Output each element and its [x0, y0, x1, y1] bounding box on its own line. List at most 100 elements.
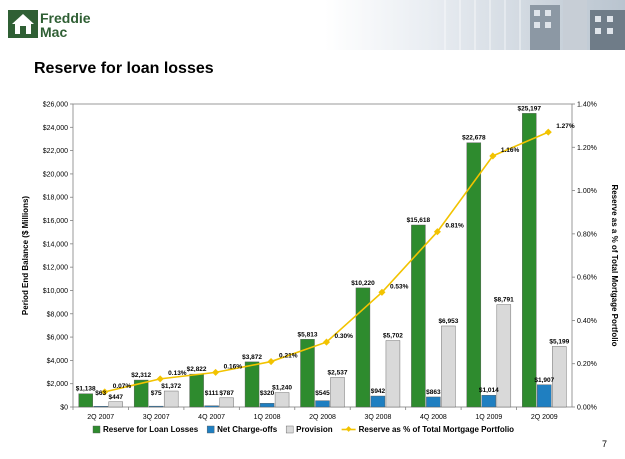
provision-bar [274, 392, 290, 408]
x-tick-label: 2Q 2008 [309, 414, 336, 421]
y2-tick-label: 0.40% [577, 318, 597, 325]
provision-label: $5,199 [549, 338, 569, 345]
ratio-point [322, 338, 331, 346]
net-chargeoff-label: $942 [371, 388, 386, 395]
net-chargeoff-bar [481, 394, 497, 408]
reserve-label: $3,872 [242, 354, 262, 361]
y-tick-label: $14,000 [43, 241, 68, 248]
logo-text-freddie: Freddie [40, 10, 91, 26]
provision-label: $447 [108, 394, 123, 401]
provision-bar [552, 346, 567, 408]
y-tick-label: $0 [60, 405, 68, 412]
page-number: 7 [601, 439, 607, 449]
legend-line-marker [345, 426, 352, 432]
ratio-point [378, 288, 386, 296]
provision-bar [219, 397, 234, 408]
y2-tick-label: 0.20% [577, 361, 597, 368]
provision-label: $2,537 [328, 369, 348, 376]
y-tick-label: $24,000 [43, 125, 68, 132]
reserve-bar [78, 393, 93, 408]
provision-bar [496, 304, 512, 408]
reserve-bar [522, 113, 537, 408]
net-chargeoff-bar [315, 400, 330, 408]
net-chargeoff-label: $1,014 [479, 387, 499, 394]
ratio-label: 1.27% [556, 123, 575, 130]
net-chargeoff-bar [426, 396, 441, 408]
ratio-label: 0.16% [224, 363, 243, 370]
header-band: Freddie Mac [0, 0, 625, 50]
page-title: Reserve for loan losses [34, 60, 214, 77]
provision-label: $787 [219, 390, 234, 397]
y2-axis-title: Reserve as a % of Total Mortgage Portfol… [610, 184, 619, 346]
net-chargeoff-bar [93, 406, 108, 408]
net-chargeoff-label: $863 [426, 389, 441, 396]
y-tick-label: $18,000 [43, 195, 68, 202]
ratio-point [489, 152, 497, 160]
y2-tick-label: 0.00% [577, 405, 597, 412]
ratio-point [544, 128, 552, 136]
ratio-point [101, 388, 109, 396]
reserve-bar [355, 287, 371, 408]
net-chargeoff-bar [259, 403, 275, 408]
net-chargeoff-label: $545 [315, 390, 330, 397]
net-chargeoff-label: $320 [260, 390, 275, 397]
x-tick-label: 3Q 2007 [143, 414, 170, 421]
y-tick-label: $12,000 [43, 265, 68, 272]
provision-bar [385, 340, 401, 408]
reserve-label: $1,138 [76, 386, 96, 393]
legend-swatch [285, 425, 294, 434]
provision-bar [330, 377, 345, 408]
reserve-label: $22,678 [462, 135, 486, 142]
y2-tick-label: 1.00% [577, 188, 597, 195]
net-chargeoff-label: $1,907 [534, 377, 554, 384]
ratio-label: 0.30% [335, 333, 354, 340]
reserve-bar [466, 142, 482, 408]
reserve-label: $10,220 [351, 280, 375, 287]
provision-label: $6,953 [438, 318, 458, 325]
logo-text-mac: Mac [40, 24, 68, 40]
reserve-label: $25,197 [518, 105, 542, 112]
provision-label: $1,240 [272, 385, 292, 392]
y-tick-label: $22,000 [43, 148, 68, 155]
provision-bar [441, 325, 456, 408]
x-tick-label: 1Q 2009 [475, 414, 502, 421]
ratio-label: 0.21% [279, 353, 298, 360]
reserve-bar [244, 361, 260, 408]
ratio-point [212, 368, 220, 376]
y2-tick-label: 1.40% [577, 102, 597, 109]
legend-label: Provision [296, 425, 333, 434]
y-tick-label: $26,000 [43, 102, 68, 109]
y-tick-label: $10,000 [43, 288, 68, 295]
y-tick-label: $16,000 [43, 218, 68, 225]
ratio-label: 1.16% [501, 147, 520, 154]
x-tick-label: 1Q 2008 [254, 414, 281, 421]
net-chargeoff-bar [370, 395, 386, 408]
ratio-label: 0.53% [390, 283, 409, 290]
legend-label: Net Charge-offs [217, 425, 278, 434]
legend-label: Reserve as % of Total Mortgage Portfolio [359, 425, 515, 434]
legend-swatch [206, 425, 215, 434]
provision-bar [163, 390, 179, 408]
freddie-mac-logo [8, 10, 38, 38]
provision-label: $1,372 [161, 383, 181, 390]
provision-label: $8,791 [494, 297, 514, 304]
x-tick-label: 2Q 2007 [87, 414, 114, 421]
x-tick-label: 4Q 2007 [198, 414, 225, 421]
header-building-photo [325, 0, 625, 50]
net-chargeoff-bar [148, 405, 164, 408]
ratio-label: 0.13% [168, 370, 187, 377]
y-tick-label: $4,000 [47, 358, 69, 365]
y-tick-label: $8,000 [47, 311, 69, 318]
reserve-label: $2,312 [131, 372, 151, 379]
y2-tick-label: 0.60% [577, 275, 597, 282]
y2-tick-label: 0.80% [577, 231, 597, 238]
reserve-bar [411, 224, 426, 408]
legend-swatch [92, 425, 101, 434]
reserve-bar [300, 339, 315, 408]
net-chargeoff-bar [204, 405, 219, 408]
ratio-point [433, 228, 441, 236]
y-tick-label: $20,000 [43, 171, 68, 178]
y2-tick-label: 1.20% [577, 145, 597, 152]
ratio-label: 0.07% [113, 383, 132, 390]
ratio-label: 0.81% [445, 223, 464, 230]
